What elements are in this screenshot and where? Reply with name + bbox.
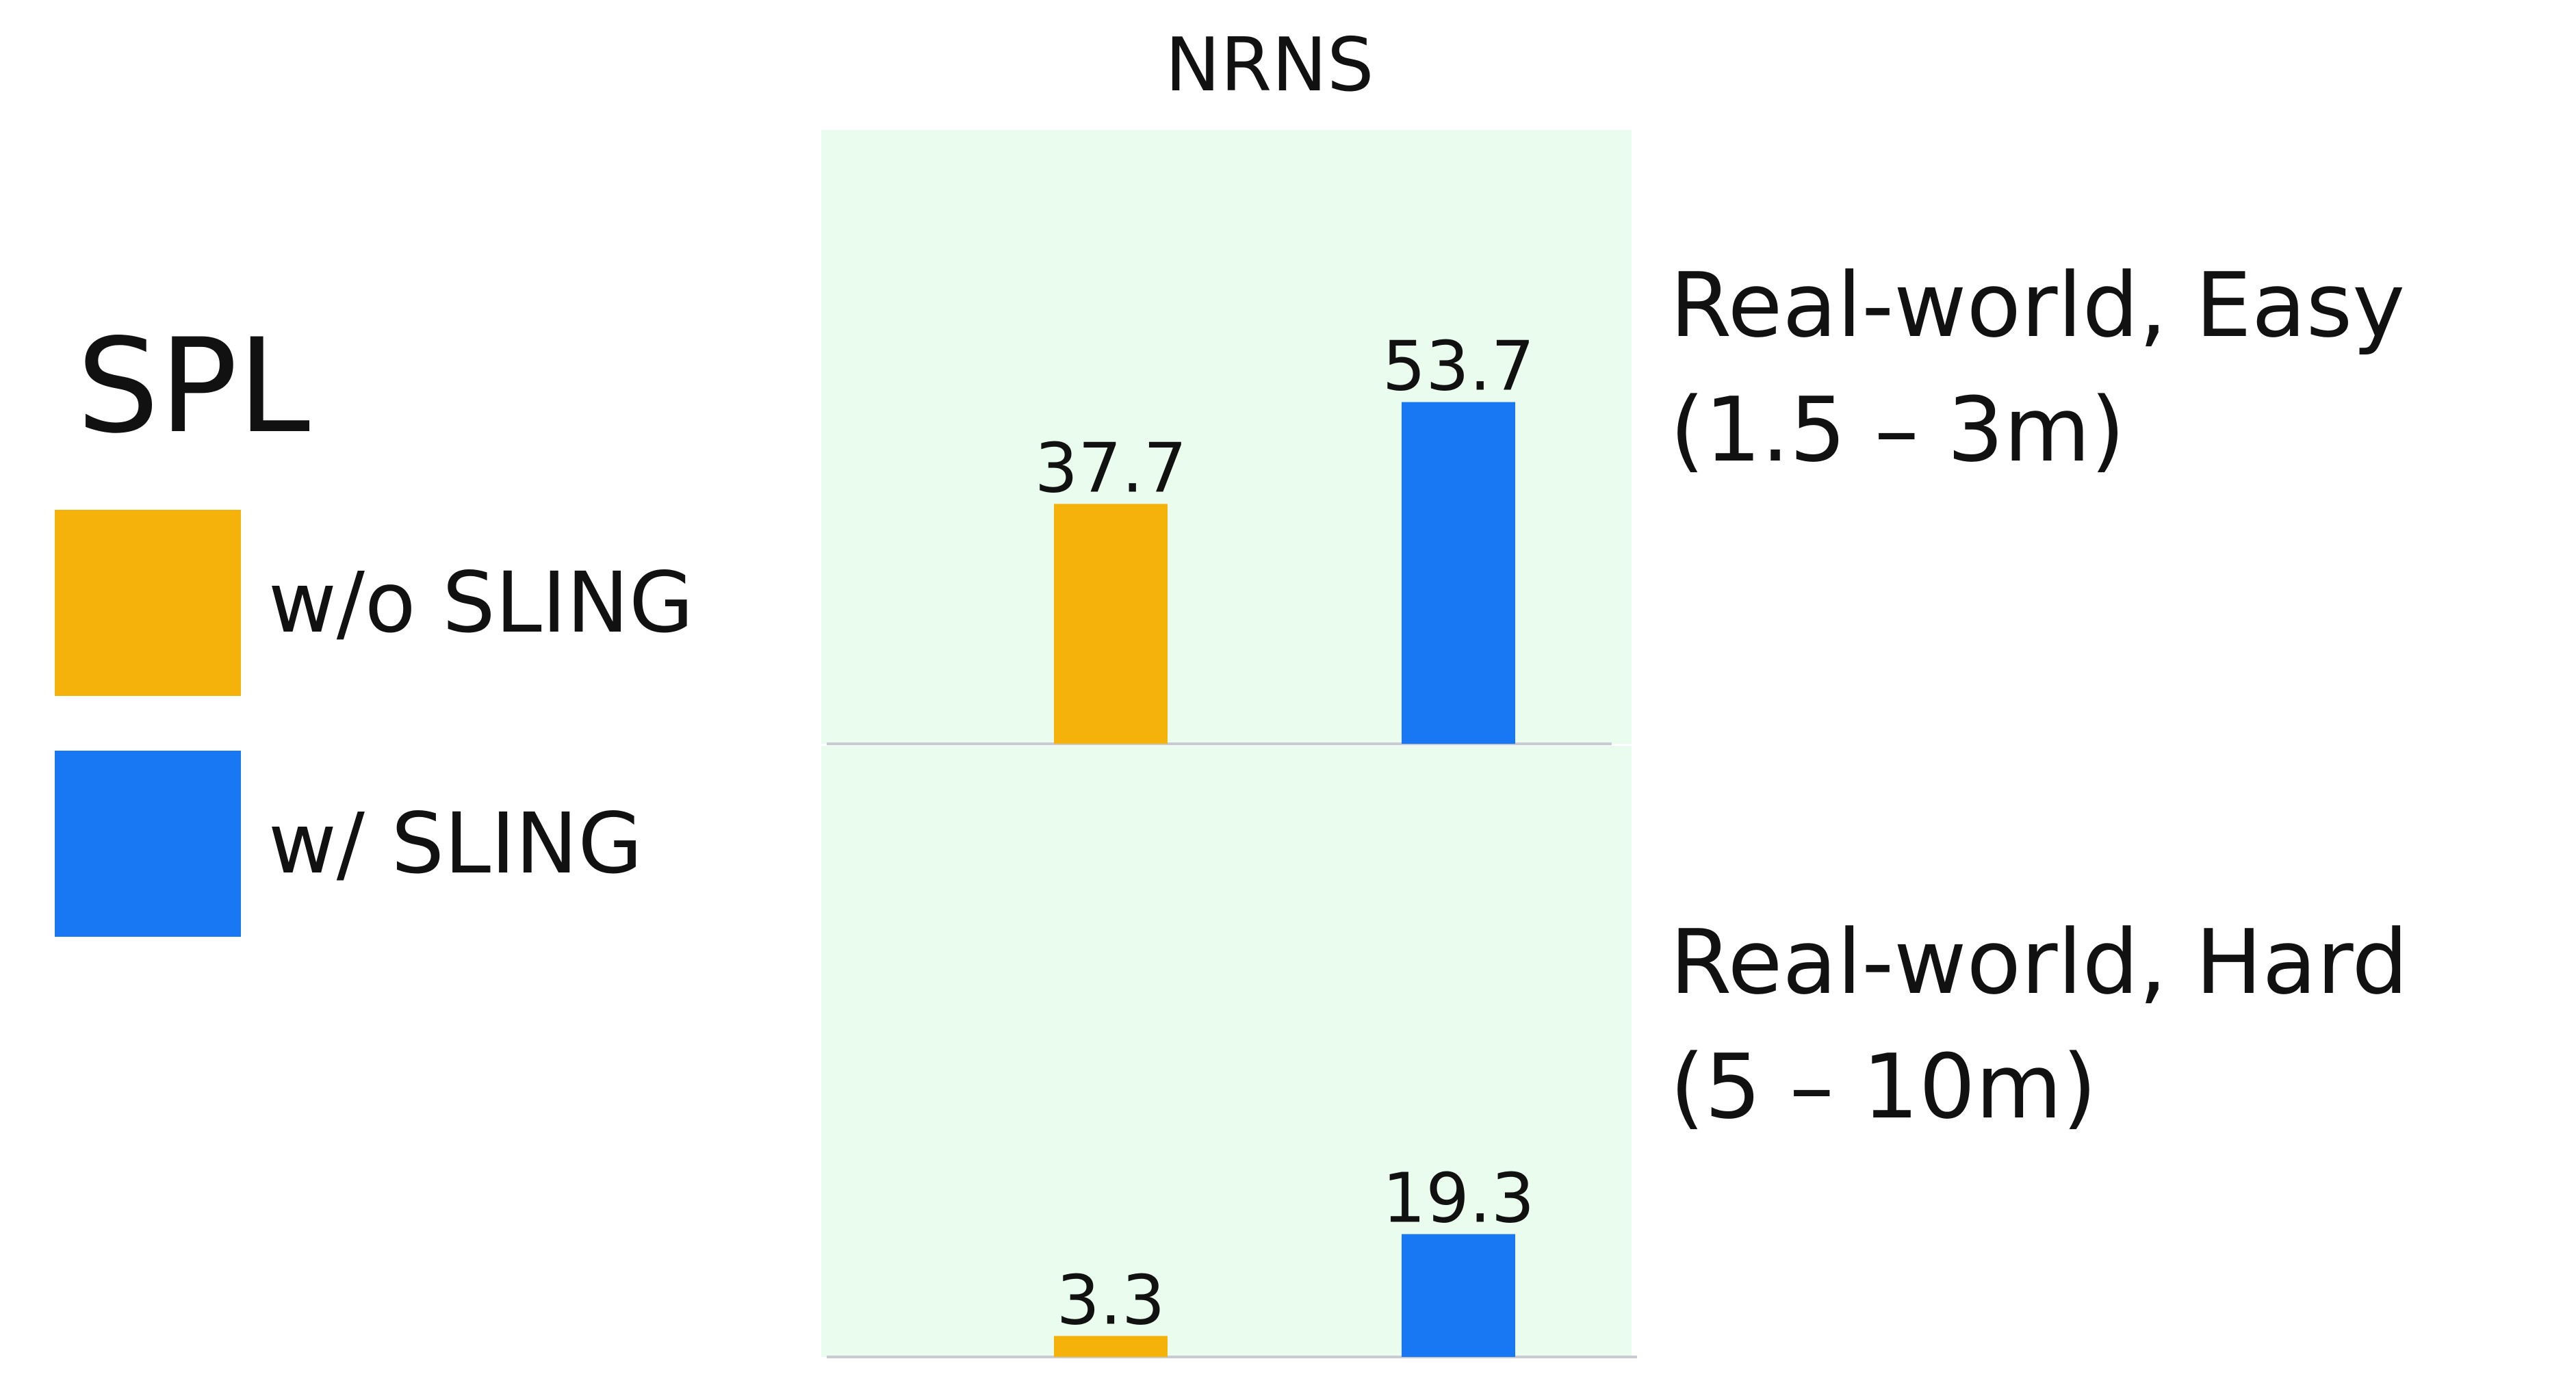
panel-label-easy: Real-world, Easy (1.5 – 3m) bbox=[1670, 243, 2405, 492]
bar-hard-with-sling bbox=[1402, 1234, 1515, 1357]
legend-title: SPL bbox=[77, 311, 311, 462]
value-label-hard-with-sling: 19.3 bbox=[1382, 1159, 1535, 1239]
panel-label-easy-line2: (1.5 – 3m) bbox=[1670, 378, 2126, 482]
value-label-easy-with-sling: 53.7 bbox=[1382, 326, 1535, 406]
legend-item-with-sling: w/ SLING bbox=[55, 751, 643, 937]
bar-hard-without-sling bbox=[1054, 1336, 1168, 1357]
chart-panels: 37.7 53.7 3.3 19.3 bbox=[821, 130, 1637, 1358]
legend-swatch-without-sling bbox=[55, 510, 241, 696]
bar-easy-without-sling bbox=[1054, 504, 1168, 744]
panel-label-easy-line1: Real-world, Easy bbox=[1670, 253, 2406, 357]
legend-item-without-sling: w/o SLING bbox=[55, 510, 694, 696]
legend-label-with-sling: w/ SLING bbox=[268, 795, 643, 892]
bar-easy-with-sling bbox=[1402, 402, 1515, 744]
panel-label-hard: Real-world, Hard (5 – 10m) bbox=[1670, 900, 2408, 1149]
legend-label-without-sling: w/o SLING bbox=[268, 554, 694, 651]
legend-swatch-with-sling bbox=[55, 751, 241, 937]
panel-label-hard-line1: Real-world, Hard bbox=[1670, 910, 2408, 1014]
chart-title: NRNS bbox=[1165, 23, 1374, 108]
panel-label-hard-line2: (5 – 10m) bbox=[1670, 1035, 2097, 1139]
value-label-easy-without-sling: 37.7 bbox=[1035, 428, 1187, 508]
value-label-hard-without-sling: 3.3 bbox=[1056, 1260, 1165, 1340]
